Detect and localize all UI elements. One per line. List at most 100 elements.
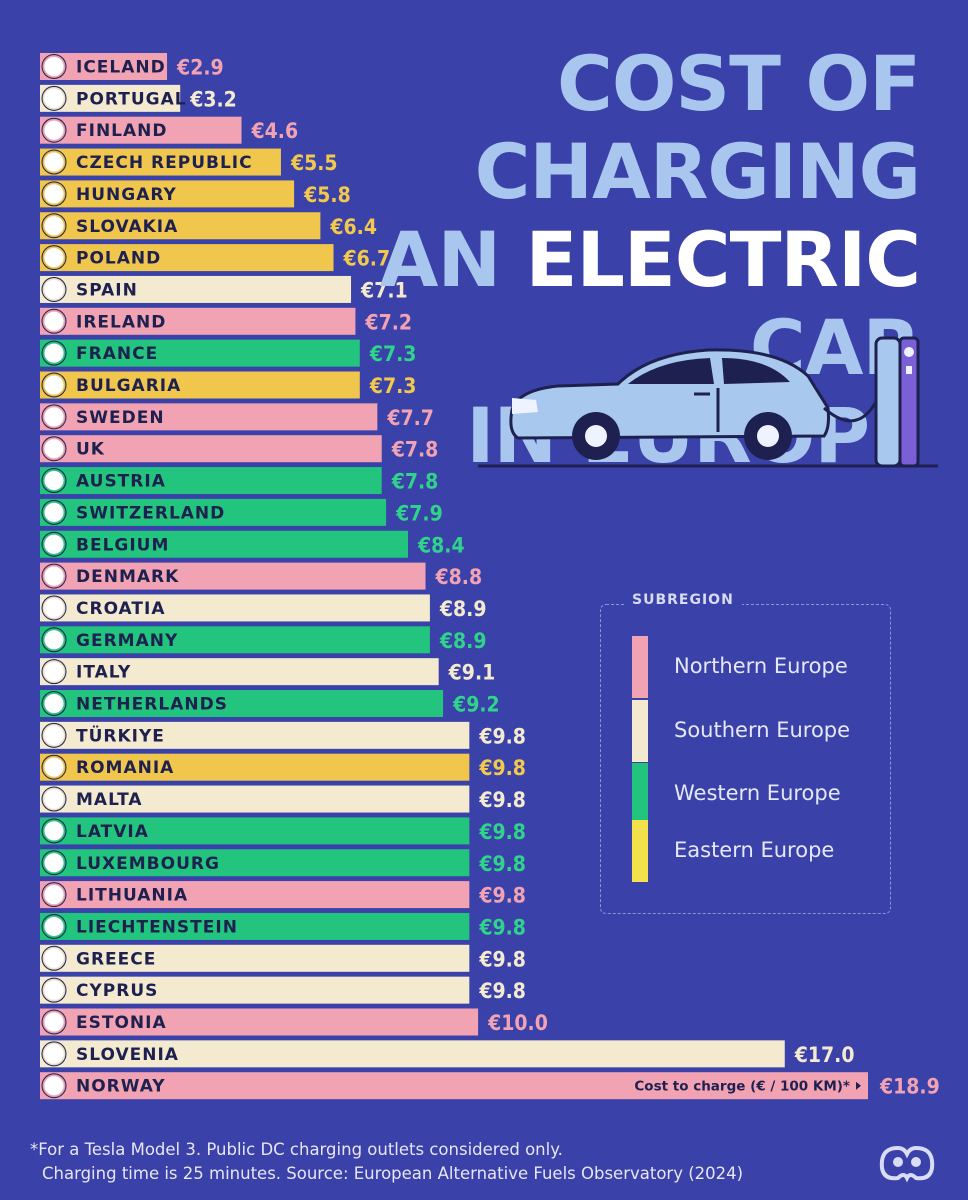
bar bbox=[40, 180, 295, 208]
bar bbox=[40, 912, 470, 940]
germany-flag-icon bbox=[41, 627, 67, 653]
value-label: €3.2 bbox=[189, 87, 237, 111]
category-label: AUSTRIA bbox=[76, 472, 166, 492]
value-label: €7.3 bbox=[369, 374, 417, 398]
hungary-flag-icon bbox=[41, 181, 67, 207]
category-label: FRANCE bbox=[76, 344, 158, 364]
austria-flag-icon bbox=[41, 468, 67, 494]
bar-row: GREECE €9.8 bbox=[40, 944, 526, 972]
category-label: ROMANIA bbox=[76, 758, 174, 778]
bar bbox=[40, 753, 470, 781]
liechtenstein-flag-icon bbox=[41, 913, 67, 939]
category-label: POLAND bbox=[76, 249, 161, 269]
bar-row: ITALY €9.1 bbox=[40, 658, 496, 686]
category-label: BELGIUM bbox=[76, 535, 169, 555]
bar-row: HUNGARY €5.8 bbox=[40, 180, 351, 208]
bar-row: BULGARIA €7.3 bbox=[40, 371, 417, 399]
bar bbox=[40, 594, 430, 622]
value-label: €7.8 bbox=[391, 470, 439, 494]
bar bbox=[40, 498, 387, 526]
value-label: €8.9 bbox=[439, 597, 487, 621]
netherlands-flag-icon bbox=[41, 691, 67, 716]
value-label: €5.8 bbox=[303, 183, 351, 207]
estonia-flag-icon bbox=[41, 1009, 67, 1035]
bar bbox=[40, 339, 360, 367]
uk-flag-icon bbox=[41, 436, 67, 462]
category-label: PORTUGAL bbox=[76, 89, 187, 109]
legend-swatch-western bbox=[632, 763, 648, 825]
bar-row: MALTA €9.8 bbox=[40, 785, 526, 813]
category-label: LATVIA bbox=[76, 822, 149, 842]
value-label: €9.8 bbox=[478, 979, 526, 1003]
bar-row: NORWAY €18.9 Cost to charge (€ / 100 KM)* bbox=[40, 1072, 940, 1100]
category-label: CYPRUS bbox=[76, 981, 158, 1001]
category-label: ESTONIA bbox=[76, 1013, 167, 1033]
bar-row: SLOVAKIA €6.4 bbox=[40, 212, 377, 240]
value-label: €9.8 bbox=[478, 820, 526, 844]
value-label: €4.6 bbox=[251, 119, 299, 143]
finland-flag-icon bbox=[41, 117, 67, 143]
portugal-flag-icon bbox=[41, 85, 67, 111]
bar bbox=[40, 658, 439, 686]
category-label: TÜRKIYE bbox=[76, 724, 165, 746]
category-label: SPAIN bbox=[76, 280, 138, 300]
bar-row: CZECH REPUBLIC €5.5 bbox=[40, 148, 338, 176]
category-label: MALTA bbox=[76, 790, 143, 810]
value-label: €7.1 bbox=[360, 278, 408, 302]
legend-swatch-southern bbox=[632, 700, 648, 762]
arrow-right-icon bbox=[856, 1081, 861, 1090]
car-charging-illustration bbox=[478, 336, 938, 468]
category-label: GERMANY bbox=[76, 631, 178, 651]
bar bbox=[40, 1072, 868, 1100]
category-label: IRELAND bbox=[76, 312, 166, 332]
iceland-flag-icon bbox=[41, 54, 67, 79]
category-label: FINLAND bbox=[76, 121, 168, 141]
bar bbox=[40, 626, 430, 654]
bar bbox=[40, 785, 470, 813]
romania-flag-icon bbox=[41, 754, 67, 780]
bulgaria-flag-icon bbox=[41, 372, 67, 398]
spain-flag-icon bbox=[41, 276, 67, 302]
value-label: €9.8 bbox=[478, 852, 526, 876]
switzerland-flag-icon bbox=[41, 499, 67, 525]
category-label: LITHUANIA bbox=[76, 886, 188, 906]
footnote: *For a Tesla Model 3. Public DC charging… bbox=[30, 1138, 850, 1186]
category-label: SWEDEN bbox=[76, 408, 165, 428]
value-label: €9.8 bbox=[478, 884, 526, 908]
bar-row: TÜRKIYE €9.8 bbox=[40, 721, 526, 749]
value-label: €9.8 bbox=[478, 756, 526, 780]
bar bbox=[40, 721, 470, 749]
value-label: €5.5 bbox=[290, 151, 338, 175]
lithuania-flag-icon bbox=[41, 882, 67, 908]
bar bbox=[40, 1040, 785, 1068]
value-label: €9.8 bbox=[478, 788, 526, 812]
bar-row: SPAIN €7.1 bbox=[40, 275, 408, 303]
bar-row: ROMANIA €9.8 bbox=[40, 753, 526, 781]
latvia-flag-icon bbox=[41, 818, 67, 844]
bar-row: ICELAND €2.9 bbox=[40, 53, 224, 80]
legend-title: SUBREGION bbox=[624, 592, 742, 608]
bar-row: BELGIUM €8.4 bbox=[40, 530, 465, 558]
bar bbox=[40, 976, 470, 1004]
malta-flag-icon bbox=[41, 786, 67, 812]
value-label: €7.2 bbox=[364, 310, 412, 334]
value-label: €7.7 bbox=[386, 406, 434, 430]
legend-label-northern: Northern Europe bbox=[674, 654, 848, 678]
value-label: €17.0 bbox=[794, 1043, 855, 1067]
cyprus-flag-icon bbox=[41, 977, 67, 1003]
bar-row: FRANCE €7.3 bbox=[40, 339, 416, 367]
category-label: NORWAY bbox=[76, 1077, 166, 1097]
value-label: €9.1 bbox=[448, 661, 496, 685]
bar bbox=[40, 116, 242, 144]
bar-row: LUXEMBOURG €9.8 bbox=[40, 849, 526, 877]
czech-republic-flag-icon bbox=[41, 149, 67, 175]
bar-row: NETHERLANDS €9.2 bbox=[40, 690, 500, 717]
legend-label-eastern: Eastern Europe bbox=[674, 838, 835, 862]
value-label: €7.9 bbox=[395, 501, 443, 525]
bar-row: LIECHTENSTEIN €9.8 bbox=[40, 912, 526, 940]
value-label: €10.0 bbox=[487, 1011, 548, 1035]
bar bbox=[40, 530, 408, 558]
category-label: CROATIA bbox=[76, 599, 165, 619]
croatia-flag-icon bbox=[41, 595, 67, 621]
